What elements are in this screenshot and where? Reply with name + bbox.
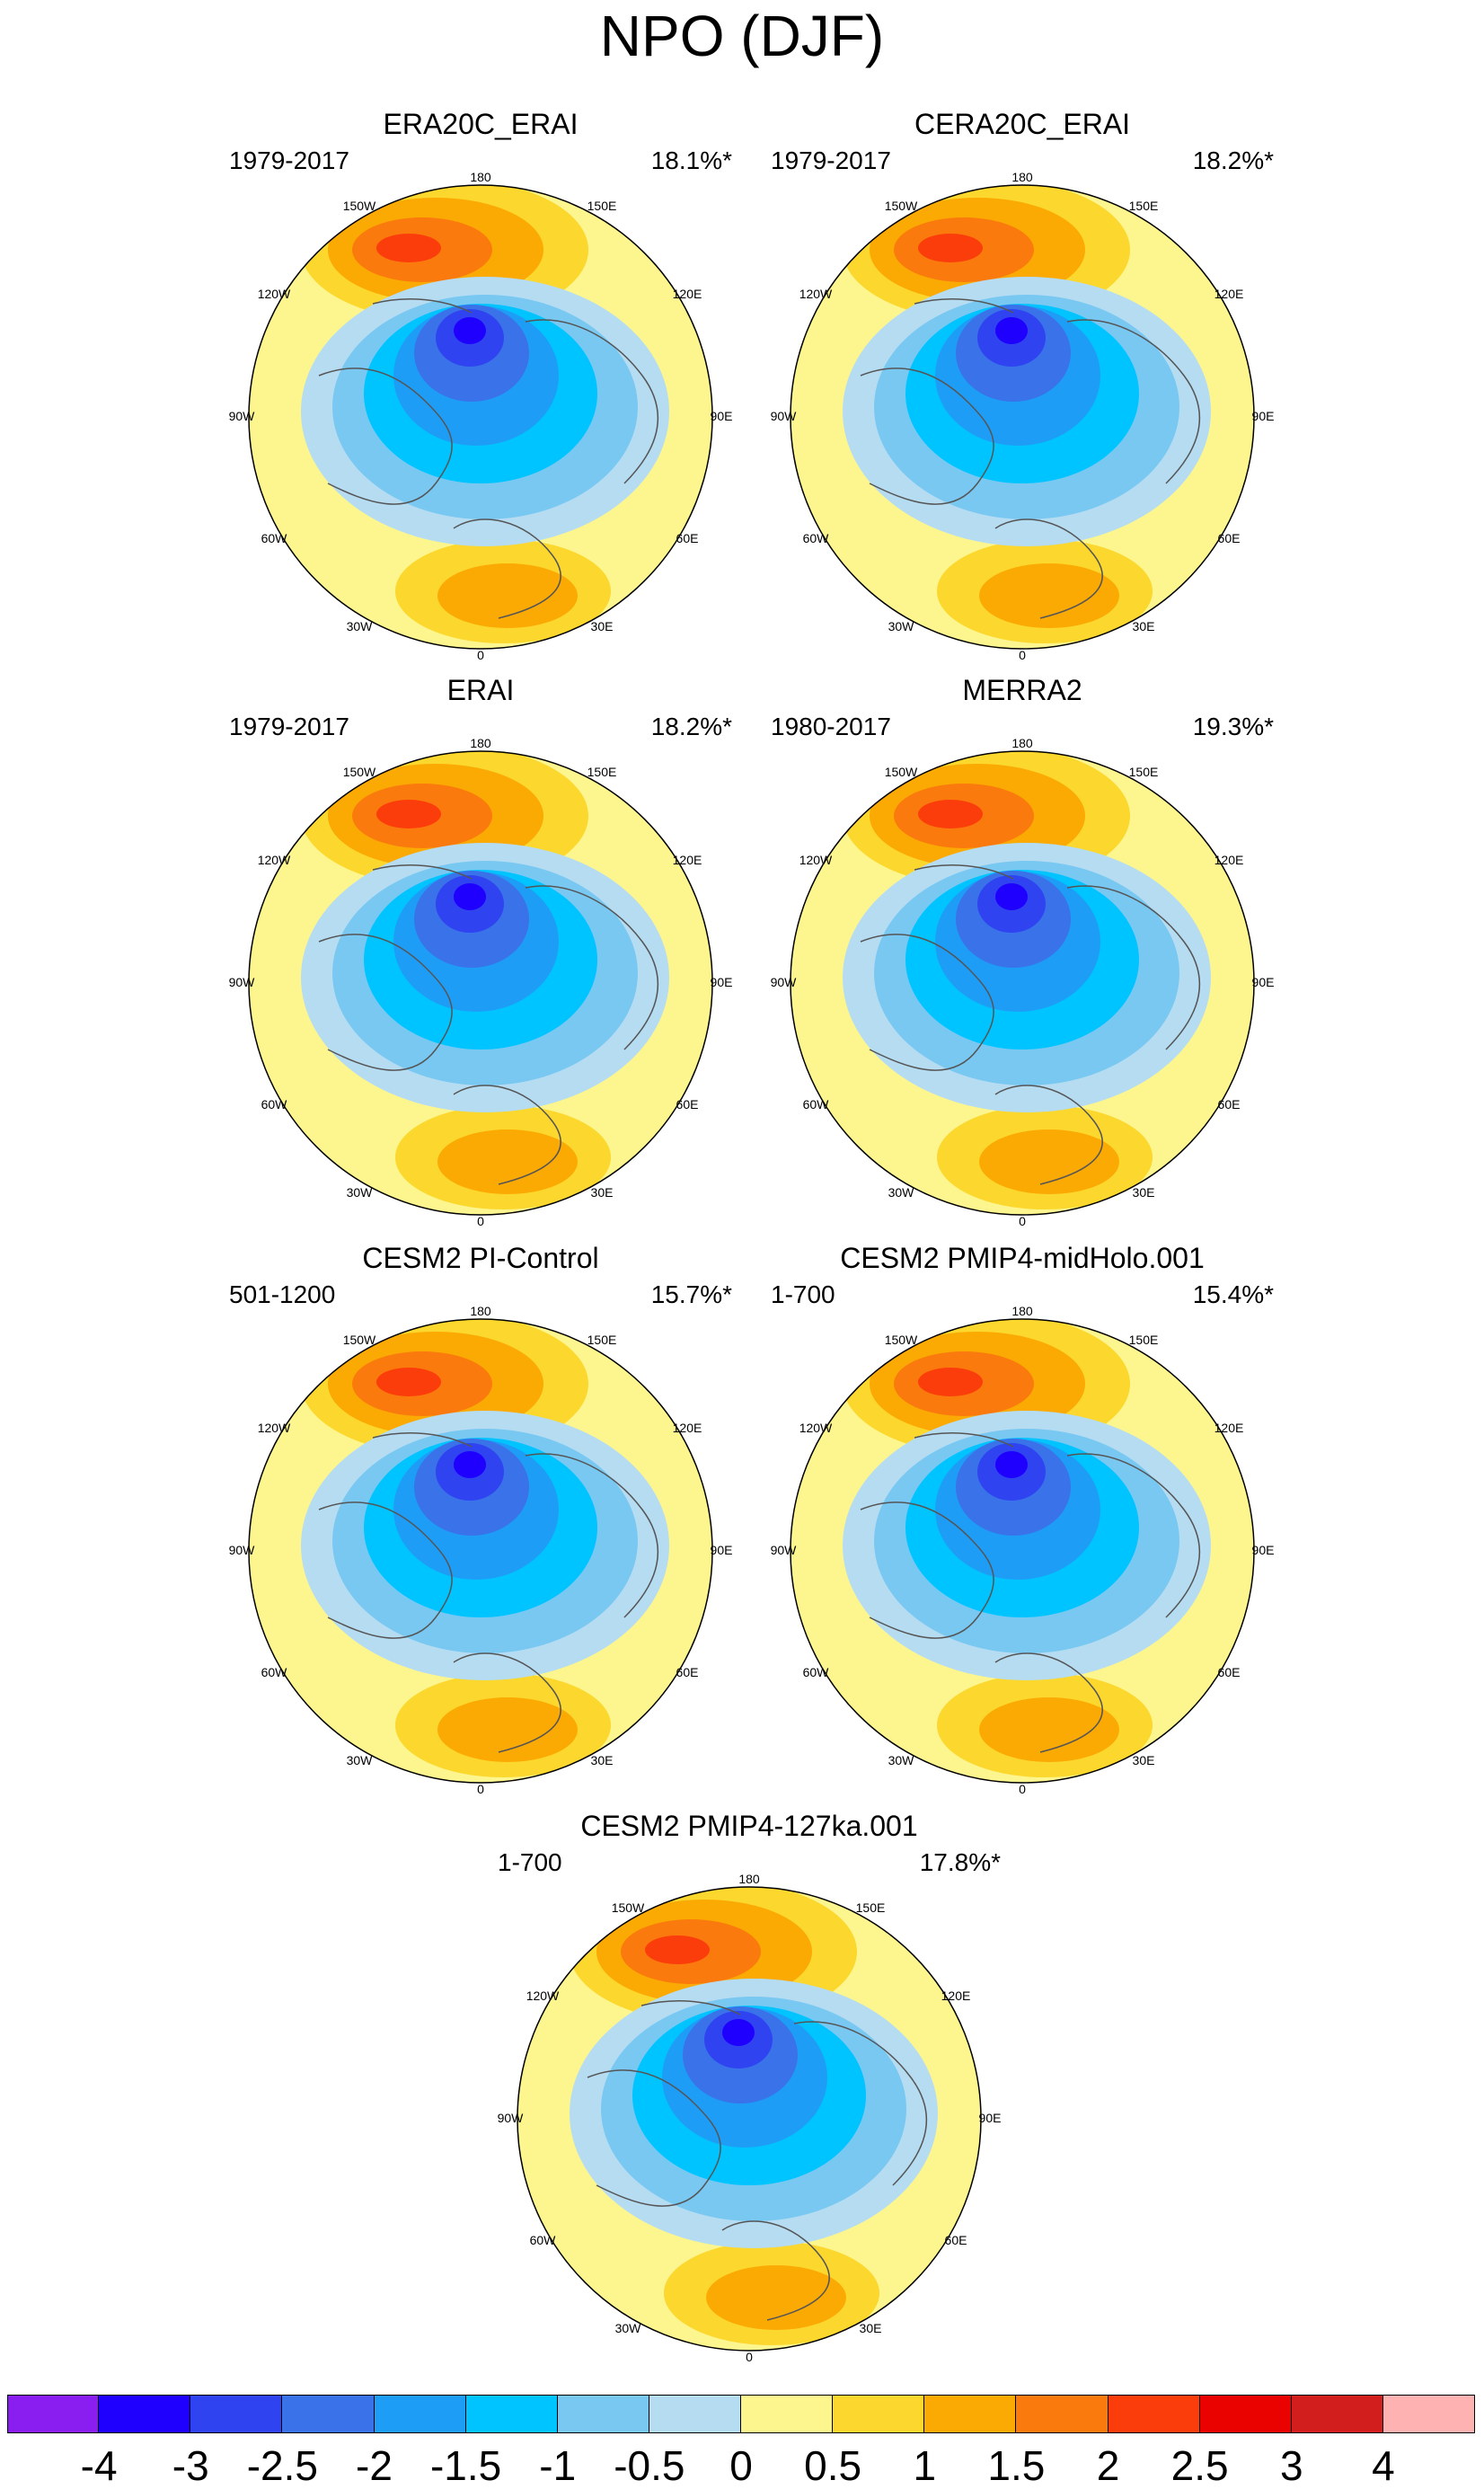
map-panel: CERA20C_ERAI 1979-2017 18.2%*	[771, 106, 1274, 663]
polar-map	[498, 1808, 1001, 2365]
colorbar	[7, 2395, 1475, 2433]
colorbar-tick-label: -2	[356, 2442, 393, 2489]
colorbar-box	[741, 2395, 834, 2433]
colorbar-box	[1382, 2395, 1475, 2433]
panel-period: 1979-2017	[229, 146, 349, 174]
colorbar-box	[833, 2395, 925, 2433]
panel-period: 1979-2017	[771, 146, 891, 174]
panel-variance: 18.2%*	[650, 713, 732, 740]
colorbar-tick-label: 0	[729, 2442, 753, 2489]
polar-map	[771, 1240, 1274, 1797]
colorbar-box	[1108, 2395, 1200, 2433]
colorbar-box	[99, 2395, 191, 2433]
colorbar-box	[7, 2395, 100, 2433]
colorbar-box	[374, 2395, 466, 2433]
colorbar-box	[924, 2395, 1017, 2433]
panel-title: ERA20C_ERAI	[383, 108, 579, 140]
panel-variance: 18.2%*	[1192, 146, 1274, 174]
panel-variance: 17.8%*	[919, 1848, 1001, 1876]
polar-map	[229, 1240, 732, 1797]
panel-variance: 18.1%*	[650, 146, 732, 174]
colorbar-tick-label: 1.5	[987, 2442, 1046, 2489]
map-panel: ERA20C_ERAI 1979-2017 18.1%*	[229, 106, 732, 663]
panel-period: 501-1200	[229, 1280, 336, 1308]
panel-title: CESM2 PMIP4-midHolo.001	[840, 1242, 1205, 1274]
colorbar-tick-label: 0.5	[804, 2442, 862, 2489]
colorbar-tick-label: -1.5	[429, 2442, 502, 2489]
colorbar-tick-label: -2.5	[246, 2442, 319, 2489]
map-panel: CESM2 PMIP4-midHolo.001 1-700 15.4%*	[771, 1240, 1274, 1797]
panel-title: CERA20C_ERAI	[914, 108, 1131, 140]
colorbar-tick-label: 4	[1372, 2442, 1395, 2489]
panel-variance: 19.3%*	[1192, 713, 1274, 740]
colorbar-box	[1016, 2395, 1109, 2433]
polar-map	[771, 672, 1274, 1229]
polar-map	[771, 106, 1274, 663]
map-panel: CESM2 PMIP4-127ka.001 1-700 17.8%*	[498, 1808, 1001, 2365]
panel-title: ERAI	[446, 674, 515, 706]
panel-variance: 15.4%*	[1192, 1280, 1274, 1308]
colorbar-box	[557, 2395, 649, 2433]
panel-title: MERRA2	[962, 674, 1082, 706]
polar-map	[229, 672, 732, 1229]
map-panel: ERAI 1979-2017 18.2%*	[229, 672, 732, 1229]
panel-title: CESM2 PI-Control	[362, 1242, 599, 1274]
map-panel: CESM2 PI-Control 501-1200 15.7%*	[229, 1240, 732, 1797]
colorbar-box	[465, 2395, 558, 2433]
panel-period: 1979-2017	[229, 713, 349, 740]
colorbar-tick-label: 2	[1096, 2442, 1120, 2489]
colorbar-box	[1291, 2395, 1383, 2433]
panel-period: 1980-2017	[771, 713, 891, 740]
colorbar-box	[282, 2395, 375, 2433]
colorbar-tick-label: 2.5	[1170, 2442, 1229, 2489]
panel-title: CESM2 PMIP4-127ka.001	[580, 1810, 918, 1842]
colorbar-box	[190, 2395, 283, 2433]
colorbar-tick-label: 3	[1279, 2442, 1303, 2489]
colorbar-tick-label: -4	[80, 2442, 118, 2489]
figure-title: NPO (DJF)	[599, 4, 885, 68]
map-panel: MERRA2 1980-2017 19.3%*	[771, 672, 1274, 1229]
panel-period: 1-700	[771, 1280, 835, 1308]
polar-map	[229, 106, 732, 663]
colorbar-tick-label: 1	[913, 2442, 937, 2489]
panel-period: 1-700	[498, 1848, 562, 1876]
colorbar-tick-label: -0.5	[614, 2442, 685, 2489]
colorbar-tick-label: -3	[172, 2442, 209, 2489]
panel-variance: 15.7%*	[650, 1280, 732, 1308]
colorbar-box	[1199, 2395, 1292, 2433]
colorbar-tick-label: -1	[539, 2442, 577, 2489]
colorbar-box	[649, 2395, 741, 2433]
